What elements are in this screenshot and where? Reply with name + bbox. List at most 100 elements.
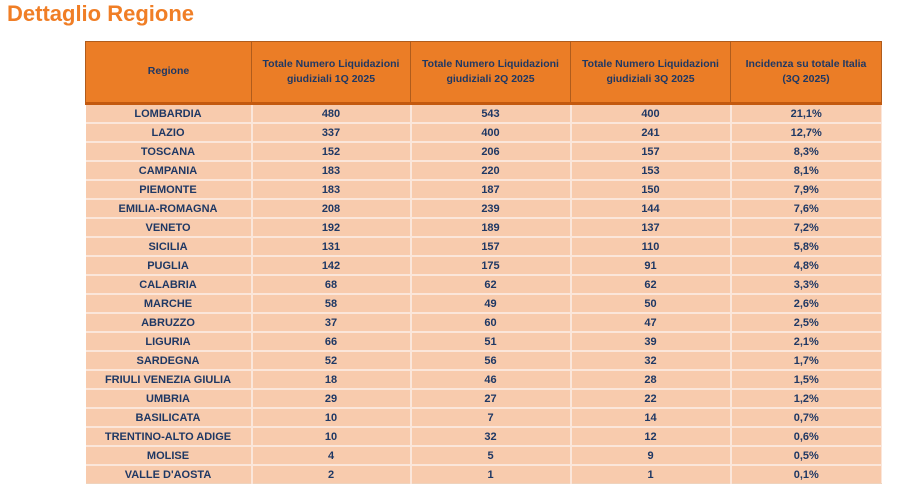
incidence-cell: 8,3%	[730, 142, 882, 162]
table-row: MARCHE 58 49 50 2,6%	[85, 294, 882, 314]
region-cell: LOMBARDIA	[85, 103, 253, 124]
q1-2025-cell: 66	[251, 332, 412, 352]
q3-2025-cell: 400	[570, 103, 732, 124]
q3-2025-cell: 62	[570, 275, 732, 295]
incidence-cell: 4,8%	[730, 256, 882, 276]
q1-2025-cell: 10	[251, 408, 412, 428]
q1-2025-cell: 58	[251, 294, 412, 314]
incidence-cell: 0,5%	[730, 446, 882, 466]
q2-2025-cell: 49	[410, 294, 572, 314]
q1-2025-cell: 37	[251, 313, 412, 333]
q3-2025-cell: 1	[570, 465, 732, 484]
page-title: Dettaglio Regione	[7, 1, 195, 26]
q3-2025-cell: 22	[570, 389, 732, 409]
incidence-cell: 1,2%	[730, 389, 882, 409]
q2-2025-cell: 175	[410, 256, 572, 276]
incidence-cell: 12,7%	[730, 123, 882, 143]
q2-2025-cell: 27	[410, 389, 572, 409]
q1-2025-cell: 152	[251, 142, 412, 162]
q3-2025-cell: 137	[570, 218, 732, 238]
table-row: LOMBARDIA 480 543 400 21,1%	[85, 103, 882, 124]
table-row: CAMPANIA 183 220 153 8,1%	[85, 161, 882, 181]
column-header-3: Totale Numero Liquidazioni giudiziali 3Q…	[570, 41, 731, 105]
q2-2025-cell: 51	[410, 332, 572, 352]
table-row: VENETO 192 189 137 7,2%	[85, 218, 882, 238]
q1-2025-cell: 183	[251, 180, 412, 200]
q1-2025-cell: 4	[251, 446, 412, 466]
q2-2025-cell: 5	[410, 446, 572, 466]
q1-2025-cell: 480	[251, 103, 412, 124]
q1-2025-cell: 18	[251, 370, 412, 390]
q2-2025-cell: 206	[410, 142, 572, 162]
table-row: ABRUZZO 37 60 47 2,5%	[85, 313, 882, 333]
q1-2025-cell: 68	[251, 275, 412, 295]
q1-2025-cell: 2	[251, 465, 412, 484]
region-cell: EMILIA-ROMAGNA	[85, 199, 253, 219]
table-row: PUGLIA 142 175 91 4,8%	[85, 256, 882, 276]
region-cell: CAMPANIA	[85, 161, 253, 181]
q3-2025-cell: 39	[570, 332, 732, 352]
column-header-1: Totale Numero Liquidazioni giudiziali 1Q…	[251, 41, 411, 105]
q1-2025-cell: 208	[251, 199, 412, 219]
table-row: LAZIO 337 400 241 12,7%	[85, 123, 882, 143]
q1-2025-cell: 183	[251, 161, 412, 181]
q3-2025-cell: 9	[570, 446, 732, 466]
incidence-cell: 0,1%	[730, 465, 882, 484]
q2-2025-cell: 1	[410, 465, 572, 484]
incidence-cell: 5,8%	[730, 237, 882, 257]
column-header-4: Incidenza su totale Italia (3Q 2025)	[730, 41, 882, 105]
q3-2025-cell: 241	[570, 123, 732, 143]
region-cell: VENETO	[85, 218, 253, 238]
incidence-cell: 1,7%	[730, 351, 882, 371]
incidence-cell: 21,1%	[730, 103, 882, 124]
region-cell: ABRUZZO	[85, 313, 253, 333]
q3-2025-cell: 110	[570, 237, 732, 257]
incidence-cell: 7,9%	[730, 180, 882, 200]
table-row: BASILICATA 10 7 14 0,7%	[85, 408, 882, 428]
region-cell: LIGURIA	[85, 332, 253, 352]
region-table: Regione Totale Numero Liquidazioni giudiz…	[85, 41, 882, 484]
region-cell: LAZIO	[85, 123, 253, 143]
q2-2025-cell: 543	[410, 103, 572, 124]
table-row: PIEMONTE 183 187 150 7,9%	[85, 180, 882, 200]
region-cell: CALABRIA	[85, 275, 253, 295]
q2-2025-cell: 46	[410, 370, 572, 390]
q1-2025-cell: 10	[251, 427, 412, 447]
q3-2025-cell: 150	[570, 180, 732, 200]
incidence-cell: 2,1%	[730, 332, 882, 352]
q1-2025-cell: 142	[251, 256, 412, 276]
table-row: LIGURIA 66 51 39 2,1%	[85, 332, 882, 352]
q1-2025-cell: 337	[251, 123, 412, 143]
incidence-cell: 2,5%	[730, 313, 882, 333]
q3-2025-cell: 28	[570, 370, 732, 390]
q3-2025-cell: 153	[570, 161, 732, 181]
q2-2025-cell: 400	[410, 123, 572, 143]
region-cell: UMBRIA	[85, 389, 253, 409]
incidence-cell: 2,6%	[730, 294, 882, 314]
region-cell: TRENTINO-ALTO ADIGE	[85, 427, 253, 447]
column-header-2: Totale Numero Liquidazioni giudiziali 2Q…	[410, 41, 571, 105]
table-row: MOLISE 4 5 9 0,5%	[85, 446, 882, 466]
column-header-0: Regione	[85, 41, 252, 105]
region-cell: MOLISE	[85, 446, 253, 466]
q3-2025-cell: 47	[570, 313, 732, 333]
incidence-cell: 0,6%	[730, 427, 882, 447]
region-cell: BASILICATA	[85, 408, 253, 428]
incidence-cell: 7,6%	[730, 199, 882, 219]
q1-2025-cell: 52	[251, 351, 412, 371]
q1-2025-cell: 192	[251, 218, 412, 238]
q3-2025-cell: 91	[570, 256, 732, 276]
q3-2025-cell: 12	[570, 427, 732, 447]
q2-2025-cell: 220	[410, 161, 572, 181]
table-row: CALABRIA 68 62 62 3,3%	[85, 275, 882, 295]
table-row: SARDEGNA 52 56 32 1,7%	[85, 351, 882, 371]
q3-2025-cell: 144	[570, 199, 732, 219]
region-cell: PUGLIA	[85, 256, 253, 276]
q2-2025-cell: 56	[410, 351, 572, 371]
incidence-cell: 1,5%	[730, 370, 882, 390]
table-body: LOMBARDIA 480 543 400 21,1% LAZIO 337 400 241 12,…	[85, 103, 882, 484]
region-cell: SICILIA	[85, 237, 253, 257]
region-cell: TOSCANA	[85, 142, 253, 162]
incidence-cell: 8,1%	[730, 161, 882, 181]
